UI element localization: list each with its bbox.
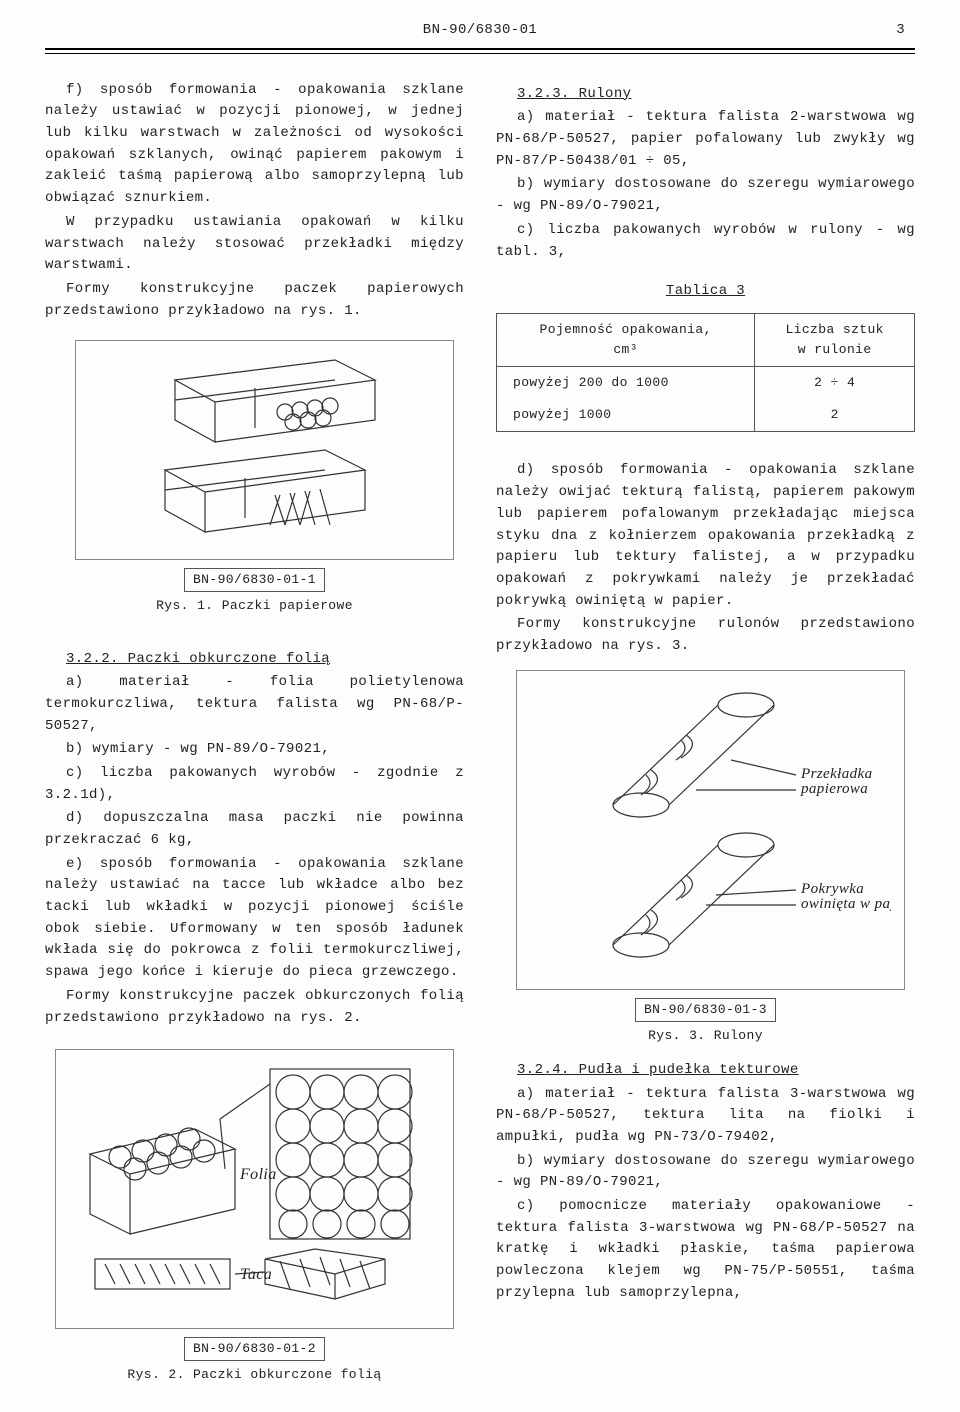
para-f: f) sposób formowania - opakowania szklan…	[45, 80, 464, 210]
t3-h1: Pojemność opakowania, cm³	[497, 313, 755, 366]
fig3-caption: Rys. 3. Rulony	[496, 1026, 915, 1046]
para-formy1: Formy konstrukcyjne paczek papierowych p…	[45, 279, 464, 322]
t3-h2: Liczba sztuk w rulonie	[755, 313, 915, 366]
svg-text:Pokrywka: Pokrywka	[800, 881, 864, 897]
rule-top-thin	[45, 53, 915, 54]
fig2-ref: BN-90/6830-01-2	[184, 1337, 325, 1361]
t3-r2c1: powyżej 1000	[497, 399, 755, 432]
para-warstwy: W przypadku ustawiania opakowań w kilku …	[45, 212, 464, 277]
section-324-title: 3.2.4. Pudła i pudełka tekturowe	[496, 1060, 915, 1082]
section-322-title: 3.2.2. Paczki obkurczone folią	[45, 649, 464, 671]
fig1-ref: BN-90/6830-01-1	[184, 568, 325, 592]
svg-text:Taca: Taca	[240, 1266, 272, 1283]
s324-b: b) wymiary dostosowane do szeregu wymiar…	[496, 1151, 915, 1194]
s324-a: a) materiał - tektura falista 3-warstwow…	[496, 1084, 915, 1149]
left-column: f) sposób formowania - opakowania szklan…	[45, 80, 464, 1400]
s322-f: Formy konstrukcyjne paczek obkurczonych …	[45, 986, 464, 1029]
s323-a: a) materiał - tektura falista 2-warstwow…	[496, 107, 915, 172]
s322-d: d) dopuszczalna masa paczki nie powinna …	[45, 808, 464, 851]
svg-text:papierowa: papierowa	[800, 781, 868, 797]
s322-e: e) sposób formowania - opakowania szklan…	[45, 854, 464, 984]
content-columns: f) sposób formowania - opakowania szklan…	[45, 80, 915, 1400]
table3-title: Tablica 3	[496, 281, 915, 303]
figure-2: Folia Taca	[55, 1049, 454, 1329]
rule-top	[45, 48, 915, 50]
s323-b: b) wymiary dostosowane do szeregu wymiar…	[496, 174, 915, 217]
page-header: BN-90/6830-01 3	[45, 20, 915, 42]
fig3-ref: BN-90/6830-01-3	[635, 998, 776, 1022]
svg-text:Przekładka: Przekładka	[800, 766, 872, 782]
page-number: 3	[896, 20, 905, 42]
s324-c: c) pomocnicze materiały opakowaniowe - t…	[496, 1196, 915, 1304]
right-column: 3.2.3. Rulony a) materiał - tektura fali…	[496, 80, 915, 1400]
svg-text:owinięta w papier: owinięta w papier	[801, 896, 891, 912]
section-323-title: 3.2.3. Rulony	[496, 84, 915, 106]
table-3: Pojemność opakowania, cm³ Liczba sztuk w…	[496, 313, 915, 433]
figure-1	[75, 340, 454, 560]
s323-d: d) sposób formowania - opakowania szklan…	[496, 460, 915, 612]
s322-b: b) wymiary - wg PN-89/O-79021,	[45, 739, 464, 761]
t3-r2c2: 2	[755, 399, 915, 432]
s322-c: c) liczba pakowanych wyrobów - zgodnie z…	[45, 763, 464, 806]
fig1-caption: Rys. 1. Paczki papierowe	[45, 596, 464, 616]
doc-number: BN-90/6830-01	[423, 20, 537, 42]
svg-text:Folia: Folia	[239, 1166, 277, 1183]
t3-r1c2: 2 ÷ 4	[755, 367, 915, 400]
figure-3: Przekładka papierowa Pokrywka owinięta w…	[516, 670, 905, 990]
s323-e: Formy konstrukcyjne rulonów przedstawion…	[496, 614, 915, 657]
s323-c: c) liczba pakowanych wyrobów w rulony - …	[496, 220, 915, 263]
fig2-caption: Rys. 2. Paczki obkurczone folią	[45, 1365, 464, 1385]
t3-r1c1: powyżej 200 do 1000	[497, 367, 755, 400]
s322-a: a) materiał - folia polietylenowa termok…	[45, 672, 464, 737]
